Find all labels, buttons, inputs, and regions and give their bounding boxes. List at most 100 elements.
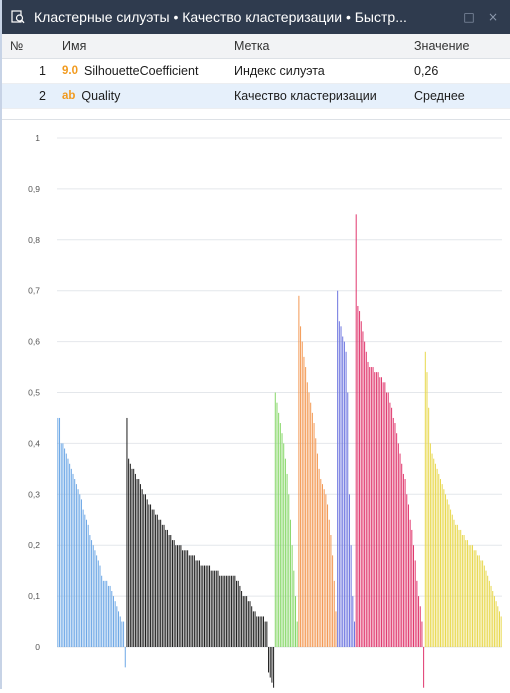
silhouette-bar-cluster-2[interactable] (126, 417, 128, 647)
silhouette-bar-cluster-2[interactable] (139, 484, 141, 647)
silhouette-bar-cluster-4[interactable] (316, 453, 318, 647)
silhouette-bar-cluster-7[interactable] (456, 524, 458, 647)
silhouette-bar-cluster-2[interactable] (141, 489, 143, 647)
silhouette-bar-cluster-5[interactable] (338, 321, 340, 647)
silhouette-bar-cluster-7[interactable] (433, 458, 435, 647)
silhouette-bar-cluster-7[interactable] (466, 540, 468, 647)
silhouette-bar-cluster-4[interactable] (321, 484, 323, 647)
silhouette-bar-cluster-7[interactable] (492, 591, 494, 647)
silhouette-bar-cluster-7[interactable] (473, 550, 475, 647)
silhouette-bar-cluster-2[interactable] (239, 585, 241, 647)
silhouette-bar-cluster-1[interactable] (102, 580, 104, 647)
silhouette-bar-cluster-2[interactable] (190, 555, 192, 647)
silhouette-bar-cluster-2[interactable] (138, 479, 140, 647)
silhouette-bar-cluster-4[interactable] (311, 412, 313, 647)
silhouette-bar-cluster-1[interactable] (119, 616, 121, 647)
silhouette-bar-cluster-1[interactable] (59, 417, 61, 647)
silhouette-bar-cluster-5[interactable] (342, 336, 344, 647)
silhouette-bar-cluster-1[interactable] (91, 540, 93, 647)
silhouette-bar-cluster-2[interactable] (269, 647, 271, 678)
silhouette-bar-cluster-2[interactable] (225, 575, 227, 647)
silhouette-bar-cluster-2[interactable] (156, 514, 158, 647)
silhouette-bar-cluster-6[interactable] (372, 367, 374, 647)
silhouette-bar-cluster-6[interactable] (406, 494, 408, 647)
silhouette-bar-cluster-1[interactable] (75, 484, 77, 647)
silhouette-bar-cluster-4[interactable] (308, 392, 310, 648)
silhouette-bar-cluster-1[interactable] (116, 606, 118, 647)
silhouette-bar-cluster-4[interactable] (335, 611, 337, 647)
silhouette-bar-cluster-2[interactable] (136, 479, 138, 647)
silhouette-bar-cluster-4[interactable] (325, 494, 327, 647)
silhouette-bar-cluster-6[interactable] (362, 331, 364, 647)
silhouette-bar-cluster-6[interactable] (421, 621, 423, 647)
silhouette-bar-cluster-2[interactable] (202, 565, 204, 647)
silhouette-bar-cluster-6[interactable] (374, 372, 376, 647)
silhouette-bar-cluster-3[interactable] (296, 621, 298, 647)
silhouette-bar-cluster-7[interactable] (439, 479, 441, 647)
silhouette-bar-cluster-2[interactable] (192, 555, 194, 647)
silhouette-bar-cluster-2[interactable] (227, 575, 229, 647)
silhouette-bar-cluster-2[interactable] (158, 519, 160, 647)
silhouette-bar-cluster-6[interactable] (392, 417, 394, 647)
silhouette-bar-cluster-1[interactable] (114, 601, 116, 647)
silhouette-bar-cluster-1[interactable] (92, 545, 94, 647)
silhouette-bar-cluster-6[interactable] (389, 402, 391, 647)
silhouette-bar-cluster-2[interactable] (259, 616, 261, 647)
silhouette-bar-cluster-2[interactable] (203, 565, 205, 647)
silhouette-bar-cluster-2[interactable] (212, 570, 214, 647)
silhouette-bar-cluster-2[interactable] (175, 545, 177, 647)
silhouette-bar-cluster-6[interactable] (394, 423, 396, 647)
silhouette-bar-cluster-6[interactable] (365, 351, 367, 647)
silhouette-bar-cluster-5[interactable] (345, 351, 347, 647)
silhouette-bar-cluster-4[interactable] (327, 504, 329, 647)
silhouette-bar-cluster-7[interactable] (497, 606, 499, 647)
silhouette-bar-cluster-2[interactable] (133, 468, 135, 647)
silhouette-bar-cluster-7[interactable] (498, 611, 500, 647)
silhouette-bar-cluster-2[interactable] (198, 560, 200, 647)
silhouette-bar-cluster-7[interactable] (429, 443, 431, 647)
silhouette-bar-cluster-3[interactable] (295, 596, 297, 647)
silhouette-bar-cluster-2[interactable] (171, 540, 173, 647)
silhouette-bar-cluster-7[interactable] (434, 463, 436, 647)
silhouette-bar-cluster-2[interactable] (252, 611, 254, 647)
silhouette-bar-cluster-1[interactable] (94, 550, 96, 647)
silhouette-bar-cluster-2[interactable] (177, 545, 179, 647)
silhouette-bar-cluster-2[interactable] (229, 575, 231, 647)
silhouette-bar-cluster-1[interactable] (74, 479, 76, 647)
silhouette-bar-cluster-6[interactable] (359, 311, 361, 647)
silhouette-bar-cluster-2[interactable] (151, 509, 153, 647)
silhouette-bar-cluster-7[interactable] (463, 535, 465, 647)
silhouette-bar-cluster-7[interactable] (428, 407, 430, 647)
silhouette-bar-cluster-1[interactable] (96, 555, 98, 647)
silhouette-bar-cluster-3[interactable] (281, 433, 283, 647)
header-value[interactable]: Значение (414, 39, 470, 53)
silhouette-bar-cluster-2[interactable] (219, 575, 221, 647)
silhouette-bar-cluster-2[interactable] (222, 575, 224, 647)
silhouette-bar-cluster-2[interactable] (183, 550, 185, 647)
silhouette-bar-cluster-6[interactable] (386, 392, 388, 648)
silhouette-bar-cluster-1[interactable] (85, 519, 87, 647)
silhouette-bar-cluster-4[interactable] (300, 326, 302, 647)
silhouette-bar-cluster-2[interactable] (168, 535, 170, 647)
silhouette-bar-cluster-1[interactable] (65, 453, 67, 647)
silhouette-bar-cluster-6[interactable] (407, 504, 409, 647)
silhouette-bar-cluster-2[interactable] (232, 575, 234, 647)
silhouette-bar-cluster-2[interactable] (234, 575, 236, 647)
silhouette-bar-cluster-7[interactable] (448, 504, 450, 647)
silhouette-bar-cluster-2[interactable] (264, 621, 266, 647)
silhouette-bar-cluster-6[interactable] (380, 377, 382, 647)
silhouette-bar-cluster-7[interactable] (455, 524, 457, 647)
silhouette-bar-cluster-7[interactable] (453, 519, 455, 647)
silhouette-bar-cluster-6[interactable] (391, 407, 393, 647)
silhouette-bar-cluster-6[interactable] (409, 519, 411, 647)
silhouette-bar-cluster-6[interactable] (370, 367, 372, 647)
silhouette-bar-cluster-4[interactable] (303, 356, 305, 647)
header-num[interactable]: № (10, 39, 24, 53)
silhouette-bar-cluster-2[interactable] (266, 621, 268, 647)
silhouette-bar-cluster-2[interactable] (209, 565, 211, 647)
silhouette-bar-cluster-5[interactable] (343, 341, 345, 647)
silhouette-bar-cluster-2[interactable] (247, 601, 249, 647)
silhouette-bar-cluster-7[interactable] (493, 596, 495, 647)
silhouette-bar-cluster-6[interactable] (382, 382, 384, 647)
silhouette-bar-cluster-2[interactable] (224, 575, 226, 647)
